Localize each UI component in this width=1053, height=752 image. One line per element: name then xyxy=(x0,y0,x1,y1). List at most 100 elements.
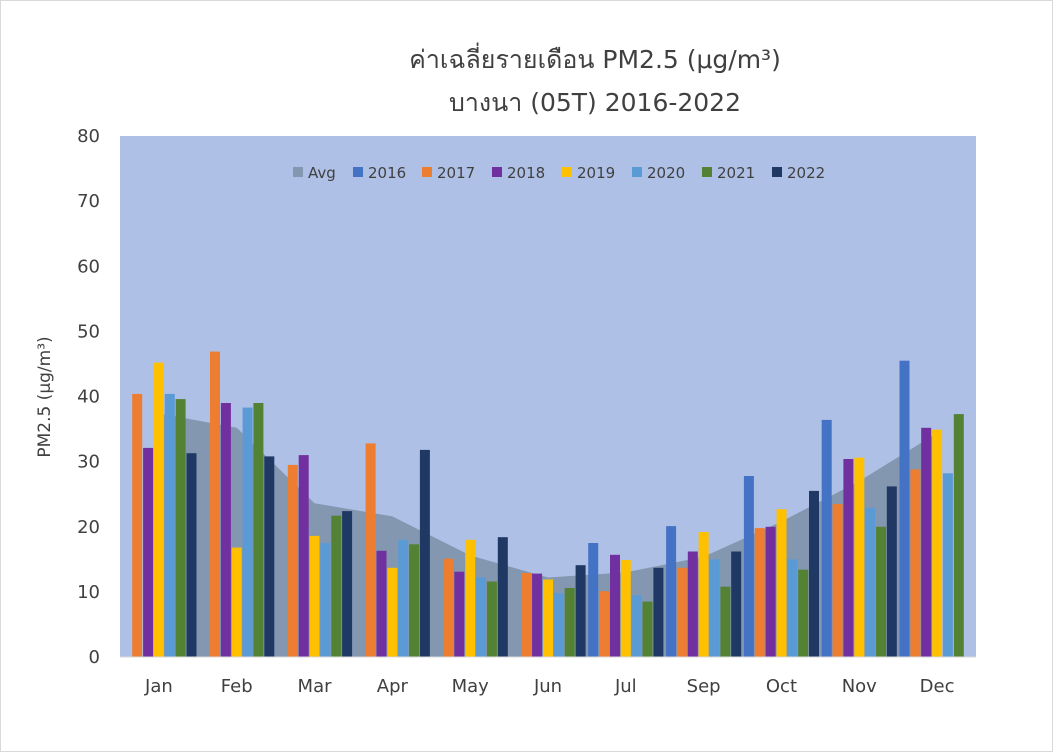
x-tick-label-mar: Mar xyxy=(298,676,333,697)
bar-2017-nov xyxy=(832,504,843,657)
bar-2018-jul xyxy=(610,554,620,657)
legend-label-avg: Avg xyxy=(308,164,336,182)
y-tick-label: 20 xyxy=(77,517,100,538)
bar-2017-apr xyxy=(365,443,376,657)
bar-2022-sep xyxy=(731,551,742,657)
legend-swatch-2018 xyxy=(492,167,502,177)
bar-2021-dec xyxy=(953,414,964,657)
bar-2021-sep xyxy=(720,586,731,657)
legend: Avg 2016 2017 2018 2019 2020 2021 2022 xyxy=(293,164,825,182)
y-tick-label: 60 xyxy=(77,256,100,277)
bar-2021-jun xyxy=(564,588,575,657)
y-tick-label: 40 xyxy=(77,387,100,408)
bar-2017-oct xyxy=(754,528,765,657)
legend-label-2016: 2016 xyxy=(368,164,406,182)
y-tick-label: 80 xyxy=(77,126,100,147)
x-tick-label-jun: Jun xyxy=(533,676,562,697)
bar-2016-dec xyxy=(899,360,910,657)
bar-2019-jul xyxy=(620,560,631,657)
bar-2022-feb xyxy=(264,456,275,657)
bar-2018-apr xyxy=(376,550,387,657)
legend-label-2022: 2022 xyxy=(787,164,825,182)
bar-2019-oct xyxy=(776,509,787,657)
bar-2016-nov xyxy=(821,419,832,657)
bar-2017-jan xyxy=(132,393,143,657)
legend-label-2018: 2018 xyxy=(507,164,545,182)
bar-2019-dec xyxy=(932,429,943,657)
bar-2021-jan xyxy=(175,399,186,657)
bar-2016-jul xyxy=(588,543,599,657)
bar-2016-oct xyxy=(743,476,754,657)
x-tick-label-sep: Sep xyxy=(687,676,721,697)
bar-2021-nov xyxy=(876,526,886,658)
avg-area-layer xyxy=(158,413,938,657)
bar-2021-oct xyxy=(798,569,809,657)
legend-label-2019: 2019 xyxy=(577,164,615,182)
bar-2022-apr xyxy=(419,449,430,657)
bar-2017-dec xyxy=(910,469,921,657)
bar-2019-jun xyxy=(543,579,553,657)
bar-2019-may xyxy=(465,539,476,657)
bar-2021-may xyxy=(486,581,497,657)
bar-2021-feb xyxy=(253,403,264,657)
bar-2017-sep xyxy=(676,567,687,657)
bar-2020-jul xyxy=(631,595,642,657)
bars-layer xyxy=(132,351,964,658)
chart-title-line2: บางนา (05T) 2016-2022 xyxy=(449,88,741,117)
legend-swatch-2019 xyxy=(562,167,572,177)
legend-swatch-2017 xyxy=(422,167,432,177)
x-tick-label-jul: Jul xyxy=(614,676,637,697)
bar-2021-mar xyxy=(331,515,342,657)
bar-2022-may xyxy=(497,537,508,657)
bar-2017-mar xyxy=(287,464,298,657)
y-axis-title: PM2.5 (μg/m³) xyxy=(35,336,55,457)
legend-label-2021: 2021 xyxy=(717,164,755,182)
bar-2017-may xyxy=(443,558,454,657)
y-tick-label: 30 xyxy=(77,452,100,473)
bar-2017-jul xyxy=(599,591,610,657)
bar-2018-feb xyxy=(220,403,231,657)
bar-2017-feb xyxy=(210,351,220,657)
bar-2021-jul xyxy=(642,601,653,657)
bar-2022-jul xyxy=(653,567,664,657)
x-tick-label-nov: Nov xyxy=(842,676,877,697)
bar-2018-sep xyxy=(687,551,698,657)
bar-2020-may xyxy=(476,577,486,657)
bar-2020-mar xyxy=(320,543,331,657)
x-tick-label-may: May xyxy=(452,676,490,697)
bar-2019-nov xyxy=(854,457,865,657)
bar-2018-nov xyxy=(843,459,854,657)
legend-label-2020: 2020 xyxy=(647,164,685,182)
legend-swatch-2016 xyxy=(353,167,363,177)
x-tick-label-dec: Dec xyxy=(920,676,955,697)
legend-swatch-2022 xyxy=(772,167,782,177)
bar-2020-oct xyxy=(787,559,798,657)
x-tick-label-apr: Apr xyxy=(377,676,409,697)
legend-label-2017: 2017 xyxy=(437,164,475,182)
bar-2018-oct xyxy=(765,526,776,658)
y-tick-label: 0 xyxy=(89,647,100,668)
bar-2018-jun xyxy=(532,573,543,657)
bar-2022-mar xyxy=(342,511,353,657)
legend-swatch-2021 xyxy=(702,167,712,177)
bar-2020-apr xyxy=(398,539,409,657)
y-tick-label: 10 xyxy=(77,582,100,603)
bar-2018-dec xyxy=(921,427,932,657)
bar-2020-jun xyxy=(553,593,564,657)
bar-2019-apr xyxy=(387,567,398,657)
avg-area xyxy=(158,413,938,657)
bar-2018-mar xyxy=(298,455,309,657)
bar-2020-jan xyxy=(164,393,175,657)
bar-2018-may xyxy=(454,571,465,657)
bar-2020-nov xyxy=(865,507,876,657)
x-tick-label-feb: Feb xyxy=(221,676,253,697)
y-tick-label: 50 xyxy=(77,321,100,342)
bar-2022-jun xyxy=(575,565,586,657)
bar-2019-mar xyxy=(309,535,320,657)
x-tick-label-jan: Jan xyxy=(144,676,173,697)
y-ticks: 0 10 20 30 40 50 60 70 80 xyxy=(77,126,100,668)
bar-2019-jan xyxy=(153,362,164,657)
chart-title-line1: ค่าเฉลี่ยรายเดือน PM2.5 (μg/m³) xyxy=(409,42,781,74)
